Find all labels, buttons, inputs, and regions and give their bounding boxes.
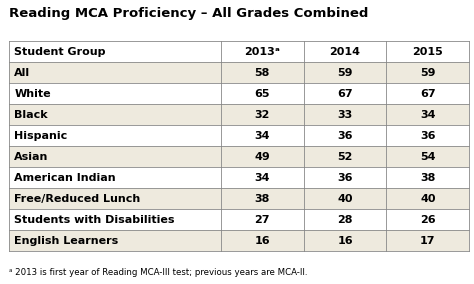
Text: 27: 27: [255, 215, 270, 225]
Text: 59: 59: [420, 68, 436, 78]
Text: 38: 38: [255, 194, 270, 204]
Text: 67: 67: [420, 89, 436, 99]
Bar: [9, 167, 469, 188]
Text: 65: 65: [255, 89, 270, 99]
Text: 34: 34: [255, 173, 270, 183]
Bar: [9, 230, 469, 251]
Text: 17: 17: [420, 236, 436, 246]
Text: American Indian: American Indian: [14, 173, 116, 183]
Text: Students with Disabilities: Students with Disabilities: [14, 215, 175, 225]
Text: 2013ᵃ: 2013ᵃ: [245, 47, 280, 57]
Text: 36: 36: [337, 173, 353, 183]
Text: 36: 36: [337, 131, 353, 141]
Text: 67: 67: [337, 89, 353, 99]
Bar: [9, 83, 469, 104]
Text: 40: 40: [420, 194, 436, 204]
Text: 2015: 2015: [412, 47, 443, 57]
Text: 58: 58: [255, 68, 270, 78]
Text: English Learners: English Learners: [14, 236, 118, 246]
Text: 54: 54: [420, 152, 436, 162]
Text: 16: 16: [337, 236, 353, 246]
Text: Student Group: Student Group: [14, 47, 106, 57]
Text: Free/Reduced Lunch: Free/Reduced Lunch: [14, 194, 140, 204]
Text: 40: 40: [337, 194, 353, 204]
Bar: [9, 62, 469, 83]
Text: 49: 49: [255, 152, 270, 162]
Text: 38: 38: [420, 173, 436, 183]
Text: ᵃ 2013 is first year of Reading MCA-III test; previous years are MCA-II.: ᵃ 2013 is first year of Reading MCA-III …: [9, 268, 308, 277]
Text: 16: 16: [255, 236, 270, 246]
Text: 52: 52: [337, 152, 353, 162]
Text: Asian: Asian: [14, 152, 49, 162]
Text: 26: 26: [420, 215, 436, 225]
Bar: [9, 209, 469, 230]
Text: Reading MCA Proficiency – All Grades Combined: Reading MCA Proficiency – All Grades Com…: [9, 7, 369, 20]
Bar: [9, 188, 469, 209]
Text: 36: 36: [420, 131, 436, 141]
Text: 34: 34: [420, 110, 436, 120]
Bar: [9, 104, 469, 125]
Text: Hispanic: Hispanic: [14, 131, 67, 141]
Text: 34: 34: [255, 131, 270, 141]
Text: White: White: [14, 89, 51, 99]
Text: 32: 32: [255, 110, 270, 120]
Text: 2014: 2014: [329, 47, 361, 57]
Text: 59: 59: [337, 68, 353, 78]
Text: 33: 33: [337, 110, 353, 120]
Text: Black: Black: [14, 110, 48, 120]
Text: All: All: [14, 68, 30, 78]
Bar: [9, 146, 469, 167]
Bar: [9, 41, 469, 62]
Text: 28: 28: [337, 215, 353, 225]
Bar: [9, 125, 469, 146]
